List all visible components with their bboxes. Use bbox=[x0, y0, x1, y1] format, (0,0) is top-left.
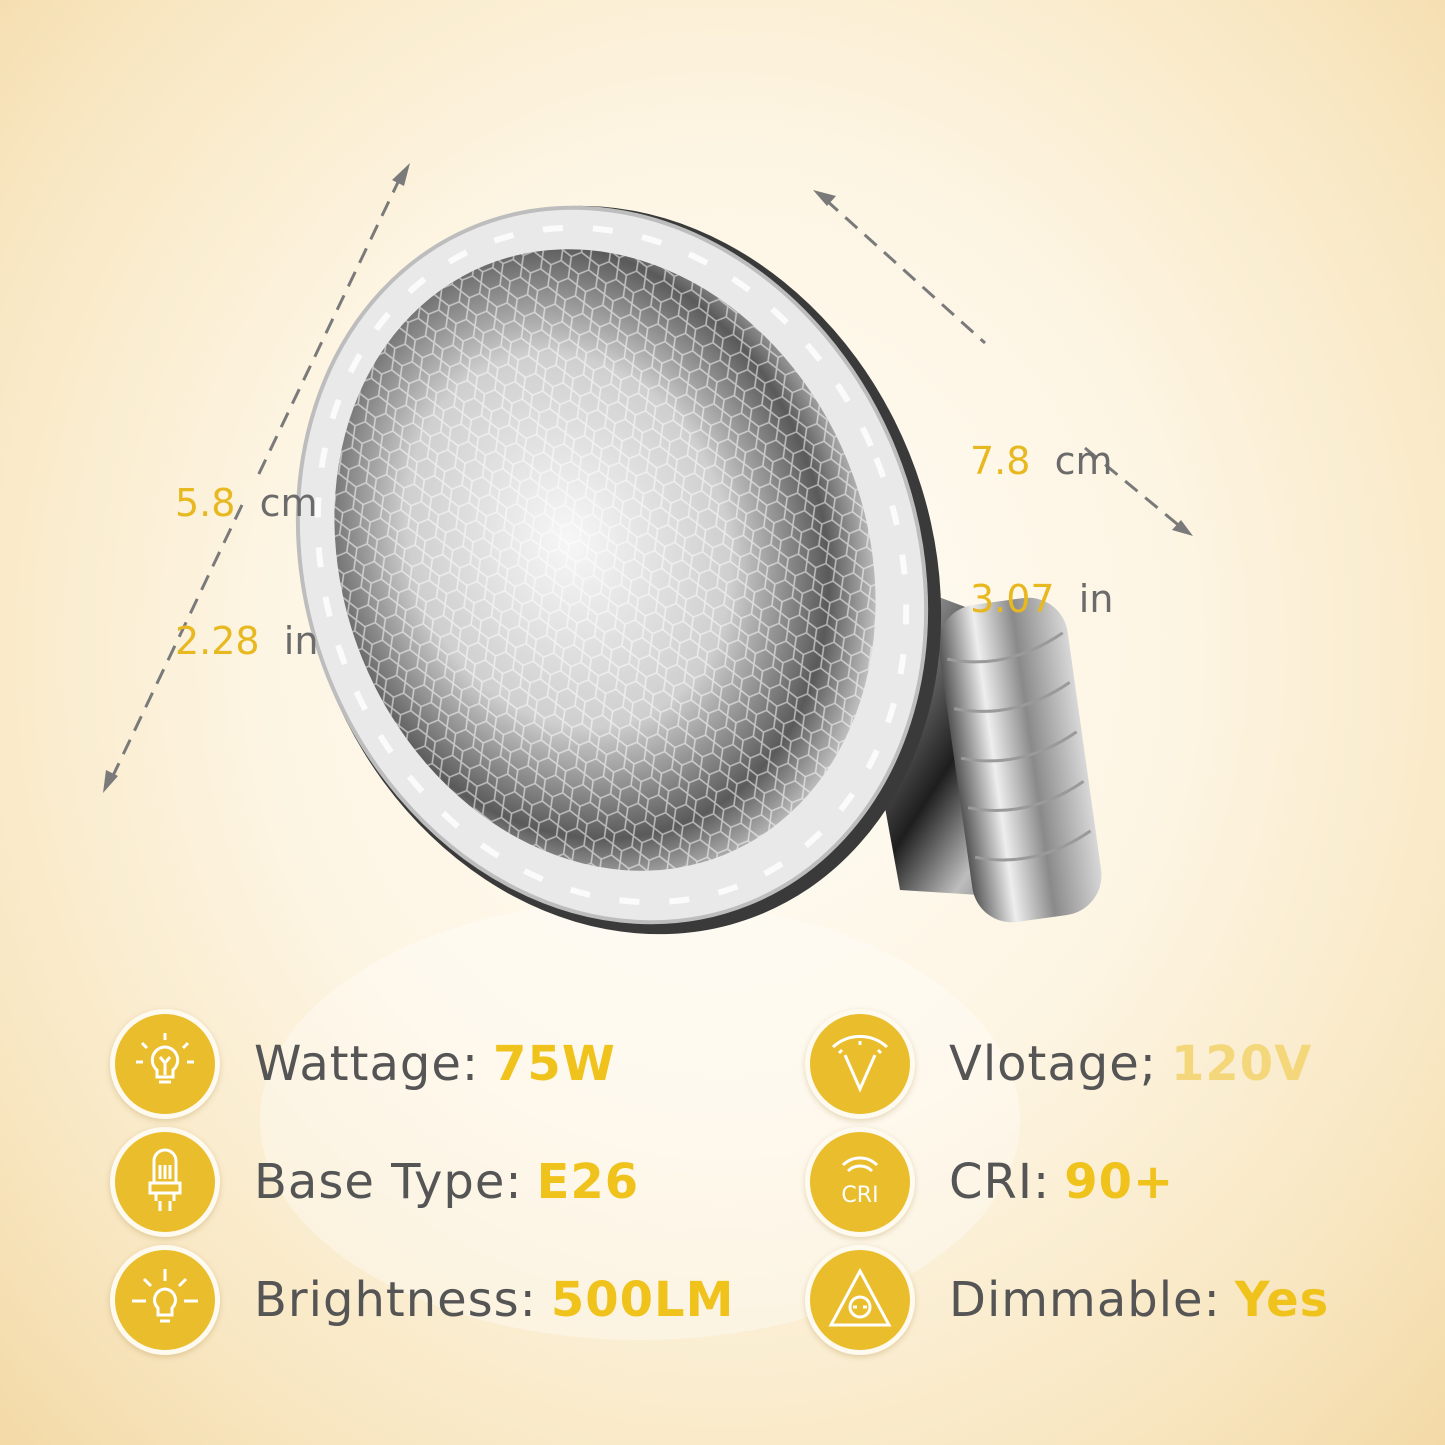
width-cm-unit: cm bbox=[1054, 439, 1113, 483]
width-dimension-arrow bbox=[824, 198, 1183, 530]
height-dimension-label: 5.8 cm 2.28 in bbox=[175, 388, 318, 710]
height-dimension-arrow bbox=[108, 177, 402, 783]
voltage-gauge-icon bbox=[805, 1009, 915, 1119]
spec-label: Brightness: bbox=[254, 1272, 537, 1328]
svg-text:CRI: CRI bbox=[841, 1183, 878, 1208]
spec-value: 120V bbox=[1170, 1036, 1313, 1092]
width-dimension-label: 7.8 cm 3.07 in bbox=[970, 346, 1113, 668]
spec-value: E26 bbox=[536, 1154, 640, 1210]
spec-cri: CRI CRI: 90+ bbox=[805, 1127, 1175, 1237]
height-cm-unit: cm bbox=[259, 481, 318, 525]
spec-value: Yes bbox=[1234, 1272, 1330, 1328]
height-in-value: 2.28 bbox=[175, 619, 260, 663]
spec-wattage: Wattage: 75W bbox=[110, 1009, 616, 1119]
spec-value: 75W bbox=[493, 1036, 616, 1092]
spec-dimmable: Dimmable: Yes bbox=[805, 1245, 1330, 1355]
spec-label: Vlotage; bbox=[949, 1036, 1157, 1092]
base-type-icon bbox=[110, 1127, 220, 1237]
width-in-value: 3.07 bbox=[970, 577, 1055, 621]
spec-label: Base Type: bbox=[254, 1154, 523, 1210]
spec-value: 90+ bbox=[1064, 1154, 1175, 1210]
spec-base-type: Base Type: E26 bbox=[110, 1127, 640, 1237]
height-in-unit: in bbox=[283, 619, 319, 663]
dimmable-icon bbox=[805, 1245, 915, 1355]
cri-icon: CRI bbox=[805, 1127, 915, 1237]
spec-label: Dimmable: bbox=[949, 1272, 1221, 1328]
spec-voltage: Vlotage; 120V bbox=[805, 1009, 1313, 1119]
width-cm-value: 7.8 bbox=[970, 439, 1031, 483]
bulb bbox=[295, 205, 1102, 935]
spec-label: CRI: bbox=[949, 1154, 1051, 1210]
height-cm-value: 5.8 bbox=[175, 481, 236, 525]
brightness-icon bbox=[110, 1245, 220, 1355]
spec-brightness: Brightness: 500LM bbox=[110, 1245, 735, 1355]
lightbulb-icon bbox=[110, 1009, 220, 1119]
spec-label: Wattage: bbox=[254, 1036, 480, 1092]
width-in-unit: in bbox=[1078, 577, 1114, 621]
spec-value: 500LM bbox=[550, 1272, 735, 1328]
